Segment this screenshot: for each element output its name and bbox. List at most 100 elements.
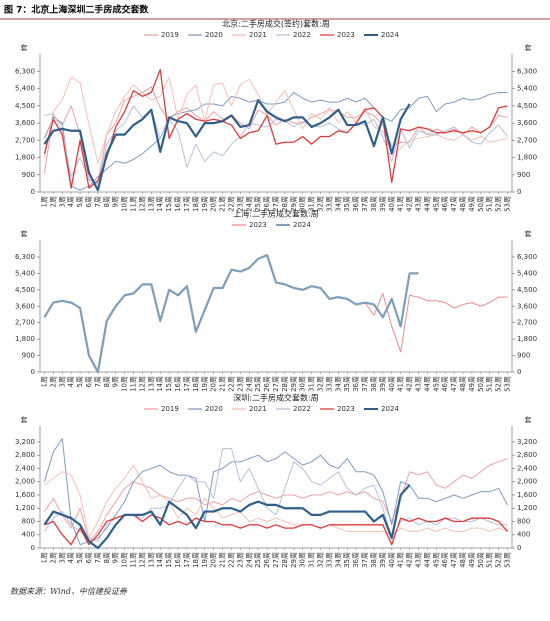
x-tick-label: 2周	[49, 376, 57, 387]
x-tick-label: 5周	[76, 196, 84, 207]
y2-tick-label: 4,500	[517, 102, 537, 110]
y2-tick-label: 6,300	[517, 67, 537, 75]
y2-tick-label: 900	[517, 171, 530, 179]
x-tick-label: 38周	[370, 196, 378, 212]
x-tick-label: 12周	[138, 552, 146, 568]
y2-tick-label: 2,800	[517, 451, 537, 459]
x-tick-label: 8周	[103, 196, 111, 207]
x-tick-label: 30周	[299, 376, 307, 392]
x-tick-label: 37周	[361, 196, 369, 212]
x-tick-label: 33周	[325, 552, 333, 568]
y2-tick-label: 6,300	[517, 253, 537, 261]
y2-tick-label: 2,000	[517, 478, 537, 486]
y-tick-label: 5,400	[15, 269, 35, 277]
y-tick-label: 1,200	[15, 504, 35, 512]
y-tick-label: 2,700	[15, 319, 35, 327]
series-line	[43, 254, 419, 374]
y-axis-label: 套	[21, 229, 28, 238]
y-tick-label: 0	[31, 188, 35, 196]
x-tick-label: 22周	[227, 552, 235, 568]
series-line	[43, 92, 508, 191]
x-tick-label: 31周	[308, 196, 316, 212]
x-tick-label: 21周	[219, 376, 227, 392]
y2-tick-label: 2,700	[517, 319, 537, 327]
x-tick-label: 53周	[504, 552, 512, 568]
y2-tick-label: 0	[517, 188, 521, 196]
chart-title: 北京:二手房成交(签约)套数:周	[222, 19, 330, 29]
x-tick-label: 44周	[423, 196, 431, 212]
x-tick-label: 40周	[388, 552, 396, 568]
x-tick-label: 31周	[308, 552, 316, 568]
y2-tick-label: 900	[517, 352, 530, 360]
series-line	[43, 86, 508, 183]
x-tick-label: 25周	[254, 552, 262, 568]
x-tick-label: 1周	[40, 552, 48, 563]
x-tick-label: 30周	[299, 196, 307, 212]
x-tick-label: 46周	[441, 552, 449, 568]
x-tick-label: 32周	[317, 376, 325, 392]
y-tick-label: 1,600	[15, 491, 35, 499]
x-tick-label: 19周	[201, 376, 209, 392]
series-line	[43, 438, 508, 546]
x-tick-label: 3周	[58, 376, 66, 387]
legend-label: 2020	[205, 31, 223, 39]
y2-tick-label: 400	[517, 531, 530, 539]
x-tick-label: 8周	[103, 552, 111, 563]
x-tick-label: 4周	[67, 552, 75, 563]
x-tick-label: 4周	[67, 376, 75, 387]
y2-tick-label: 5,400	[517, 269, 537, 277]
x-tick-label: 40周	[388, 376, 396, 392]
x-tick-label: 41周	[397, 552, 405, 568]
chart-title: 上海:二手房成交套数:周	[233, 209, 318, 219]
x-tick-label: 46周	[441, 376, 449, 392]
x-tick-label: 49周	[468, 376, 476, 392]
x-tick-label: 14周	[156, 552, 164, 568]
x-tick-label: 21周	[219, 196, 227, 212]
x-tick-label: 16周	[174, 376, 182, 392]
y2-axis-label: 套	[525, 415, 532, 424]
x-tick-label: 41周	[397, 196, 405, 212]
y2-tick-label: 3,600	[517, 119, 537, 127]
series-line	[44, 464, 508, 539]
y2-tick-label: 1,600	[517, 491, 537, 499]
y2-tick-label: 1,200	[517, 504, 537, 512]
y2-tick-label: 800	[517, 517, 530, 525]
y-tick-label: 3,200	[15, 438, 35, 446]
x-tick-label: 7周	[94, 376, 102, 387]
y2-tick-label: 3,600	[517, 302, 537, 310]
x-tick-label: 47周	[450, 196, 458, 212]
y-tick-label: 2,000	[15, 478, 35, 486]
x-tick-label: 5周	[76, 376, 84, 387]
x-tick-label: 3周	[58, 552, 66, 563]
y-tick-label: 2,700	[15, 136, 35, 144]
series-line	[44, 458, 508, 542]
y-tick-label: 900	[22, 352, 35, 360]
x-tick-label: 17周	[183, 196, 191, 212]
x-tick-label: 53周	[504, 196, 512, 212]
x-tick-label: 21周	[219, 552, 227, 568]
legend-label: 2020	[205, 405, 223, 413]
x-tick-label: 5周	[76, 552, 84, 563]
x-tick-label: 16周	[174, 552, 182, 568]
x-tick-label: 17周	[183, 376, 191, 392]
series-line	[43, 99, 411, 192]
series-line	[364, 292, 508, 353]
x-tick-label: 48周	[459, 196, 467, 212]
x-tick-label: 19周	[201, 552, 209, 568]
y2-tick-label: 4,500	[517, 286, 537, 294]
y-tick-label: 4,500	[15, 286, 35, 294]
x-tick-label: 2周	[49, 552, 57, 563]
x-tick-label: 47周	[450, 376, 458, 392]
x-tick-label: 33周	[325, 196, 333, 212]
x-tick-label: 42周	[406, 376, 414, 392]
legend-label: 2019	[161, 31, 179, 39]
x-tick-label: 24周	[245, 552, 253, 568]
x-tick-label: 10周	[121, 552, 129, 568]
y-tick-label: 1,800	[15, 335, 35, 343]
x-tick-label: 28周	[281, 552, 289, 568]
x-tick-label: 26周	[263, 376, 271, 392]
x-tick-label: 51周	[486, 196, 494, 212]
x-tick-label: 30周	[299, 552, 307, 568]
x-tick-label: 37周	[361, 376, 369, 392]
